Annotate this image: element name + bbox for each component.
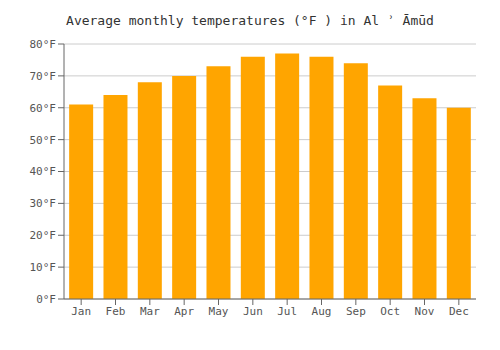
svg-text:Sep: Sep [346,305,366,318]
svg-text:Jul: Jul [277,305,297,318]
svg-text:30°F: 30°F [30,197,57,210]
svg-text:0°F: 0°F [36,293,56,306]
svg-text:Nov: Nov [415,305,435,318]
svg-text:20°F: 20°F [30,229,57,242]
svg-text:70°F: 70°F [30,70,57,83]
svg-text:Jun: Jun [243,305,263,318]
svg-text:May: May [209,305,229,318]
svg-text:Mar: Mar [140,305,160,318]
svg-text:Aug: Aug [312,305,332,318]
svg-text:Feb: Feb [106,305,126,318]
svg-text:80°F: 80°F [30,38,57,51]
svg-text:Jan: Jan [71,305,91,318]
html-text:Average monthly temperatures (: Average monthly temperatures (°F ) in Al… [66,13,434,28]
svg-text:60°F: 60°F [30,102,57,115]
svg-text:50°F: 50°F [30,134,57,147]
svg-text:10°F: 10°F [30,261,57,274]
svg-text:Apr: Apr [174,305,194,318]
svg-text:Oct: Oct [380,305,400,318]
svg-text:40°F: 40°F [30,165,57,178]
svg-text:Dec: Dec [449,305,469,318]
